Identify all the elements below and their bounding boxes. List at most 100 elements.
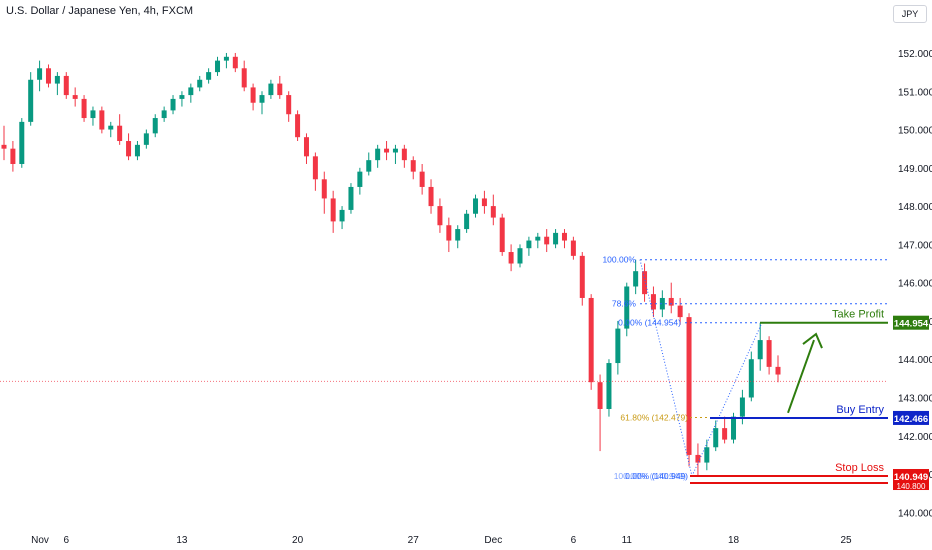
candle [63,72,69,99]
x-tick-label: 6 [63,535,69,546]
level-price-tag [893,315,929,330]
candle [108,121,114,138]
candle-body [455,229,461,241]
x-tick-label: 25 [840,535,852,546]
candle-body [544,236,550,245]
candle [597,374,603,452]
candle [126,133,132,161]
candle [508,244,514,272]
candle [606,359,612,417]
candle-body [739,397,745,417]
candle-body [490,206,496,218]
candle [241,60,247,92]
y-tick-label: 142.000 [898,432,932,443]
candle-body [250,87,256,103]
candle-body [606,363,612,409]
candle [259,91,265,115]
candle [357,167,363,195]
candle-body [268,83,274,96]
candle-body [615,328,621,364]
y-tick-label: 150.000 [898,126,932,137]
candle [28,72,34,126]
candle-body [152,118,158,134]
fib-level-label: 0.00% (140.949) [625,471,688,481]
candle [650,286,656,318]
candle [446,217,452,253]
level-price-tag [893,410,929,425]
candle-body [713,428,719,448]
candle-body [392,148,398,153]
candle-body [321,179,327,199]
candle-body [28,79,34,122]
candle [223,52,229,69]
candle [312,152,318,191]
candle [99,106,105,134]
candle-body [295,114,301,138]
candle-body [659,297,665,310]
fib-level-label: 61.80% (142.479) [620,412,688,422]
candle [54,72,60,96]
candle [615,320,621,375]
level-name: Take Profit [832,309,884,321]
candle-body [241,68,247,88]
candle-body [428,186,434,207]
candle [437,198,443,233]
level-price-label: 140.949 [894,472,928,483]
candle-body [366,160,372,172]
candle-body [99,110,105,130]
candle [401,144,407,168]
candle [295,110,301,142]
candle [330,190,336,233]
candle [19,118,25,168]
candle [286,91,292,122]
candle-body [526,240,532,249]
candle-body [410,160,416,172]
candle [410,156,416,180]
x-tick-label: 18 [728,535,740,546]
candle [348,183,354,214]
candle-body [215,60,221,73]
candle [161,106,167,122]
candle [134,141,140,161]
candle-body [570,240,576,256]
candle [170,95,176,115]
candle-body [10,148,16,164]
candle [206,68,212,84]
y-tick-label: 144.000 [898,355,932,366]
currency-button[interactable]: JPY [893,5,927,23]
candle-body [517,248,523,264]
y-tick-label: 148.000 [898,202,932,213]
candle-body [197,79,203,88]
candle-body [624,286,630,329]
candle [45,64,51,88]
candle-body [561,232,567,241]
candle [455,225,461,249]
candle [188,83,194,103]
candle [152,114,158,138]
candle [553,229,559,249]
candle [713,420,719,452]
candle-body [348,186,354,210]
candle-body [677,305,683,318]
candle [775,355,781,383]
level-price-label: 142.466 [894,414,928,425]
candle [81,95,87,122]
candle [517,244,523,268]
candle [1,125,7,161]
candle-body [446,225,452,241]
y-tick-label: 146.000 [898,279,932,290]
candle-body [45,68,51,84]
candle-body [508,252,514,264]
candle [686,313,692,467]
candle [375,144,381,168]
x-tick-label: 13 [176,535,188,546]
x-tick-label: 20 [292,535,304,546]
candle-body [704,447,710,463]
candle [659,290,665,318]
candle-body [357,171,363,187]
projection-arrow-line [787,339,815,414]
candle [722,416,728,444]
candle [197,75,203,92]
